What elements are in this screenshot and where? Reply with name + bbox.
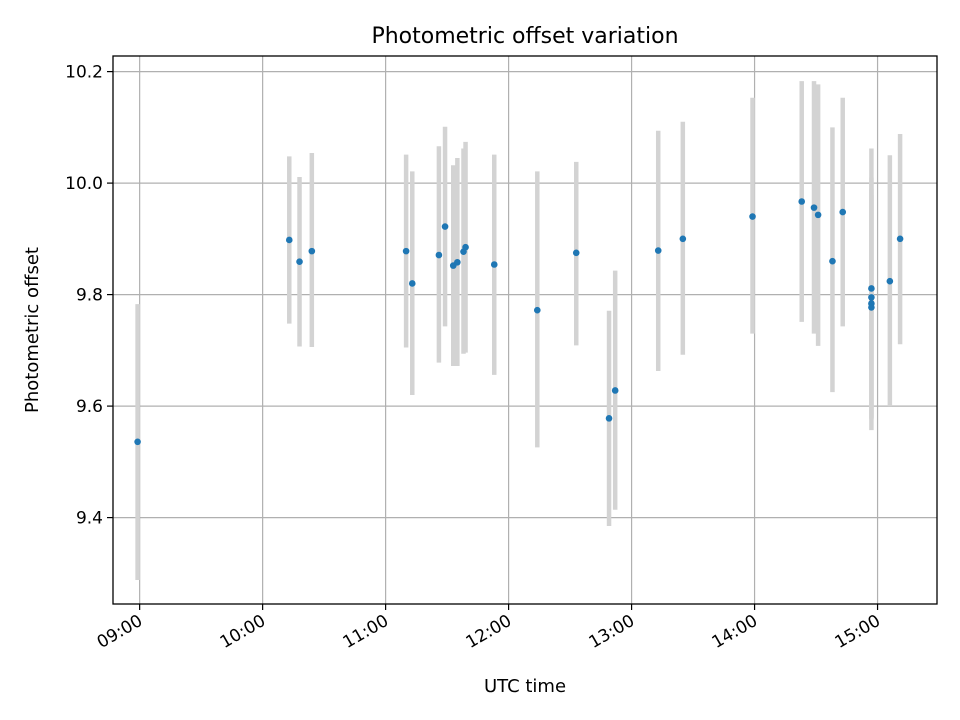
y-tick-label: 9.8: [76, 286, 103, 306]
data-point: [285, 236, 293, 244]
data-point: [679, 235, 687, 243]
data-point: [868, 285, 875, 292]
y-tick-label: 9.4: [76, 509, 103, 529]
data-point: [296, 258, 303, 266]
data-point: [605, 415, 613, 422]
data-point: [490, 261, 498, 268]
data-point: [611, 387, 619, 394]
data-points: [134, 198, 904, 446]
data-point: [533, 306, 541, 314]
data-point: [435, 251, 443, 259]
data-point: [829, 257, 836, 265]
data-point: [886, 277, 894, 285]
x-axis-label: UTC time: [484, 676, 566, 697]
data-point: [441, 223, 449, 230]
plot-frame: [112, 55, 938, 605]
data-point: [810, 204, 818, 211]
data-point: [454, 258, 461, 266]
data-point: [839, 208, 847, 216]
data-point: [814, 211, 822, 219]
data-point: [868, 304, 875, 311]
data-point: [798, 198, 806, 205]
data-point: [402, 247, 410, 255]
data-point: [462, 243, 469, 251]
data-point: [896, 235, 904, 243]
y-axis-label: Photometric offset: [22, 247, 43, 413]
data-point: [749, 213, 756, 220]
data-point: [308, 247, 316, 255]
y-tick-label: 9.6: [76, 397, 103, 417]
y-tick-label: 10.0: [65, 174, 103, 194]
chart-title: Photometric offset variation: [371, 24, 678, 49]
data-point: [134, 438, 141, 446]
data-point: [654, 247, 662, 254]
y-tick-label: 10.2: [65, 63, 103, 83]
data-point: [572, 249, 580, 257]
data-point: [408, 280, 416, 287]
data-point: [868, 294, 875, 301]
